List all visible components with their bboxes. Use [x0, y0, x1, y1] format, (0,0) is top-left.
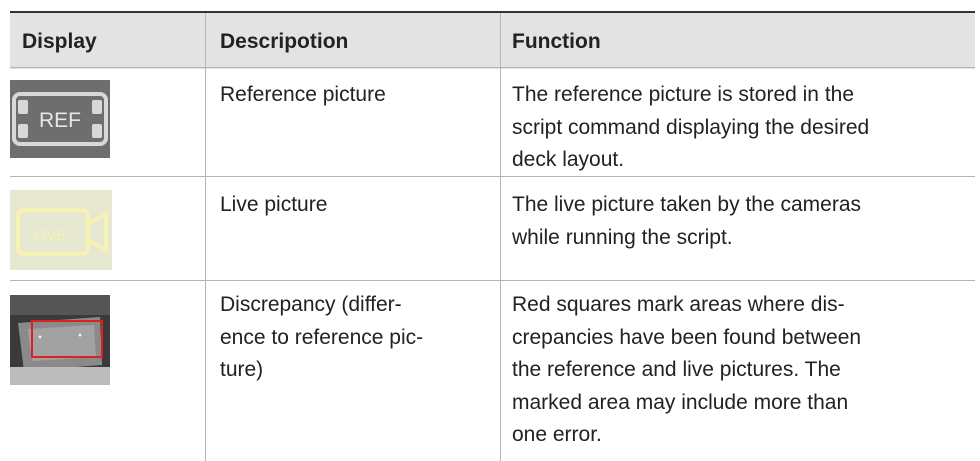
text-line: Red squares mark areas where dis-	[512, 293, 845, 316]
text-line: ence to reference pic-	[220, 325, 424, 349]
live-icon: LIVE	[10, 190, 112, 270]
text-line: The live picture taken by the cameras	[512, 193, 862, 216]
ref-icon: REF	[10, 80, 110, 158]
column-border	[205, 13, 206, 461]
text-line: Reference picture	[220, 83, 386, 106]
row-border	[10, 176, 975, 177]
text-line: Discrepancy (differ-	[220, 293, 402, 316]
description-cell: Live picture	[220, 189, 327, 222]
discrepancy-icon	[10, 295, 110, 385]
function-cell: The reference picture is stored in the s…	[512, 79, 869, 177]
header-cell: Display	[22, 30, 97, 53]
text-line: script command displaying the desired	[512, 115, 870, 139]
icon-label: LIVE	[34, 227, 67, 244]
text-line: one error.	[512, 423, 602, 446]
description-cell: Discrepancy (differ- ence to reference p…	[220, 289, 423, 387]
column-border	[500, 13, 501, 461]
text-line: deck layout.	[512, 148, 625, 171]
text-line: while running the script.	[512, 225, 733, 249]
header-cell: Descripotion	[220, 30, 349, 53]
function-cell: Red squares mark areas where dis- crepan…	[512, 289, 861, 452]
icon-label: REF	[39, 109, 81, 132]
header-row	[10, 11, 975, 69]
description-cell: Reference picture	[220, 79, 386, 112]
text-line: Live picture	[220, 193, 328, 216]
text-line: crepancies have been found between	[512, 325, 862, 349]
text-line: marked area may include more than	[512, 390, 849, 414]
text-line: ture)	[220, 358, 264, 381]
text-line: The reference picture is stored in the	[512, 83, 855, 106]
row-border	[10, 280, 975, 281]
text-line: the reference and live pictures. The	[512, 358, 841, 381]
function-cell: The live picture taken by the cameras wh…	[512, 189, 861, 254]
row-border	[10, 67, 975, 68]
header-cell: Function	[512, 30, 601, 53]
